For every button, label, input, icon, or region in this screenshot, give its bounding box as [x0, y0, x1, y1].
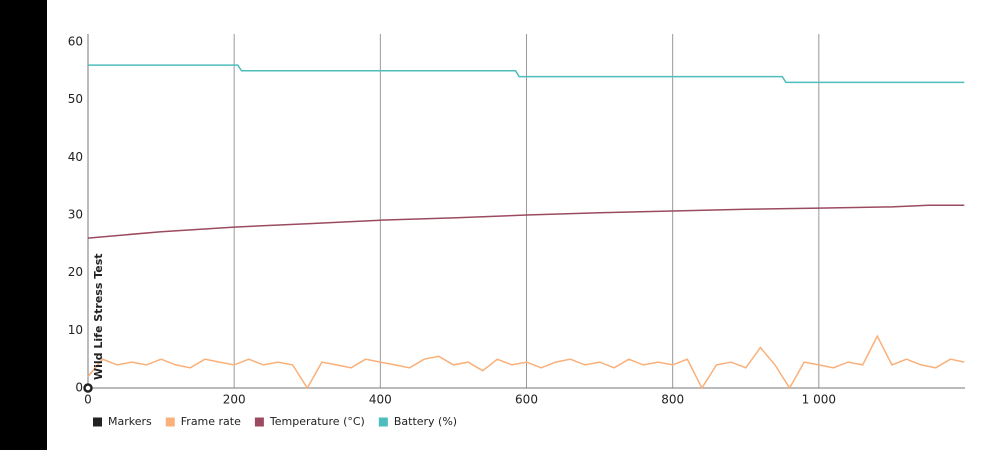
- y-tick-label: 40: [68, 150, 83, 164]
- series-line: [87, 334, 965, 390]
- marker-label: Wild Life Stress Test: [92, 253, 105, 380]
- series-line: [87, 204, 965, 239]
- x-tick-label: 400: [369, 393, 392, 407]
- x-tick-label: 800: [661, 393, 684, 407]
- y-tick-label: 10: [68, 323, 83, 337]
- x-tick-label: 200: [223, 393, 246, 407]
- left-strip: [0, 0, 47, 450]
- legend-swatch: [254, 417, 264, 427]
- marker: [83, 383, 93, 393]
- x-tick-label: 1 000: [802, 393, 836, 407]
- legend-label: Battery (%): [394, 415, 457, 428]
- y-tick-label: 30: [68, 208, 83, 222]
- series-line: [88, 64, 965, 84]
- y-tick-label: 50: [68, 92, 83, 106]
- x-tick-label: 600: [515, 393, 538, 407]
- legend-swatch: [93, 417, 102, 427]
- legend-label: Temperature (°C): [269, 415, 365, 428]
- y-tick-label: 20: [68, 265, 83, 279]
- x-tick-label: 0: [84, 393, 92, 407]
- y-tick-label: 60: [68, 35, 83, 49]
- background: [47, 0, 1000, 450]
- legend-swatch: [165, 417, 175, 427]
- legend-label: Frame rate: [181, 415, 241, 428]
- legend-label: Markers: [108, 415, 152, 428]
- legend-swatch: [378, 417, 388, 427]
- y-tick-label: 0: [75, 381, 83, 395]
